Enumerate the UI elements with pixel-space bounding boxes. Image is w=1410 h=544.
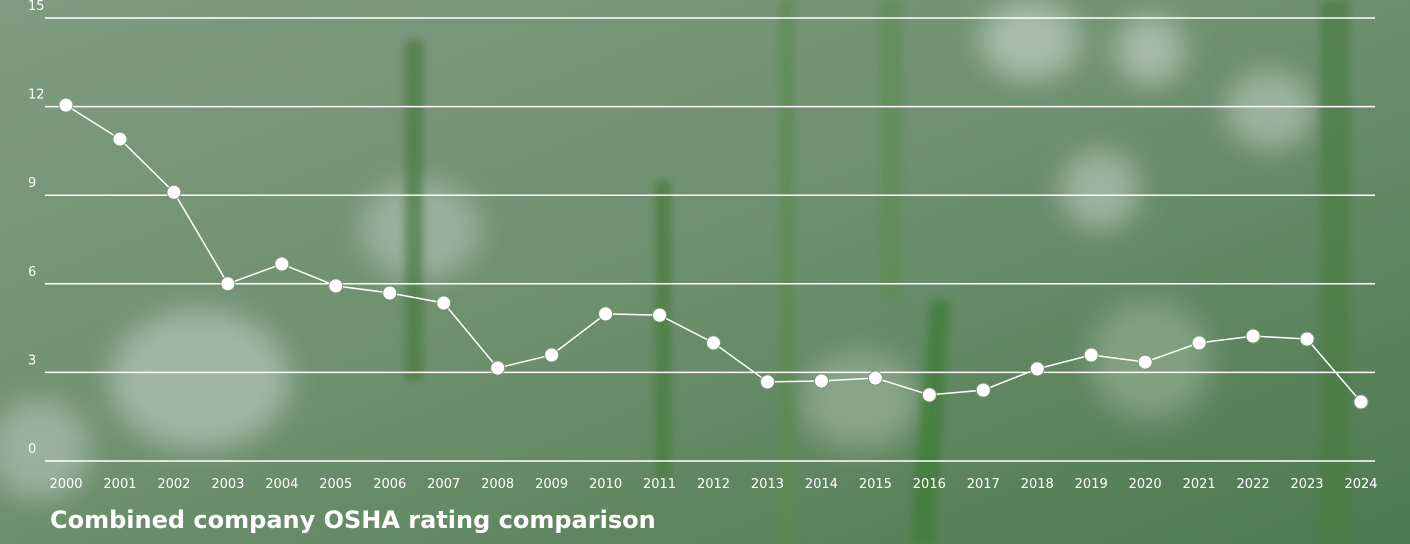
point <box>1353 394 1369 410</box>
x-tick-label: 2002 <box>157 477 190 492</box>
y-tick-label: 3 <box>28 353 36 368</box>
point <box>382 285 398 301</box>
point <box>58 97 74 113</box>
x-tick-label: 2020 <box>1129 477 1162 492</box>
x-tick-label: 2021 <box>1183 477 1216 492</box>
point <box>112 131 128 147</box>
x-tick-label: 2004 <box>265 477 298 492</box>
point <box>706 335 721 351</box>
x-tick-label: 2012 <box>697 477 730 492</box>
x-tick-label: 2018 <box>1021 477 1054 492</box>
point <box>1083 347 1099 363</box>
x-tick-label: 2017 <box>967 477 1000 492</box>
x-tick-label: 2010 <box>589 477 622 492</box>
point <box>328 278 344 294</box>
x-tick-label: 2003 <box>211 477 244 492</box>
y-tick-label: 0 <box>28 442 36 457</box>
point <box>1029 361 1045 377</box>
x-tick-label: 2005 <box>319 477 352 492</box>
y-tick-label: 9 <box>28 176 36 191</box>
chart-title: Combined company OSHA rating comparison <box>50 506 656 534</box>
y-tick-label: 12 <box>28 88 45 103</box>
x-tick-label: 2015 <box>859 477 892 492</box>
point <box>166 184 182 200</box>
point <box>436 295 452 311</box>
point <box>274 256 290 272</box>
point <box>1299 331 1315 347</box>
point <box>1191 335 1207 351</box>
point <box>867 370 883 386</box>
x-tick-label: 2013 <box>751 477 784 492</box>
line <box>65 104 1362 403</box>
point <box>975 382 991 398</box>
x-tick-label: 2000 <box>49 477 82 492</box>
point <box>1137 354 1153 370</box>
x-tick-label: 2008 <box>481 477 514 492</box>
point <box>921 387 937 403</box>
x-tick-label: 2001 <box>103 477 136 492</box>
x-tick-label: 2014 <box>805 477 838 492</box>
x-tick-label: 2016 <box>913 477 946 492</box>
point <box>813 373 829 389</box>
x-tick-label: 2024 <box>1344 477 1377 492</box>
point <box>759 374 775 390</box>
x-tick-label: 2009 <box>535 477 568 492</box>
x-tick-label: 2023 <box>1290 477 1323 492</box>
y-tick-label: 6 <box>28 265 36 280</box>
point <box>598 306 614 322</box>
point <box>1245 328 1261 344</box>
x-tick-label: 2007 <box>427 477 460 492</box>
y-tick-label: 15 <box>28 0 45 14</box>
point <box>544 347 560 363</box>
point <box>490 360 506 376</box>
x-tick-label: 2022 <box>1237 477 1270 492</box>
point <box>652 307 668 323</box>
x-tick-label: 2006 <box>373 477 406 492</box>
point <box>220 276 236 292</box>
x-tick-label: 2011 <box>643 477 676 492</box>
x-tick-label: 2019 <box>1075 477 1108 492</box>
